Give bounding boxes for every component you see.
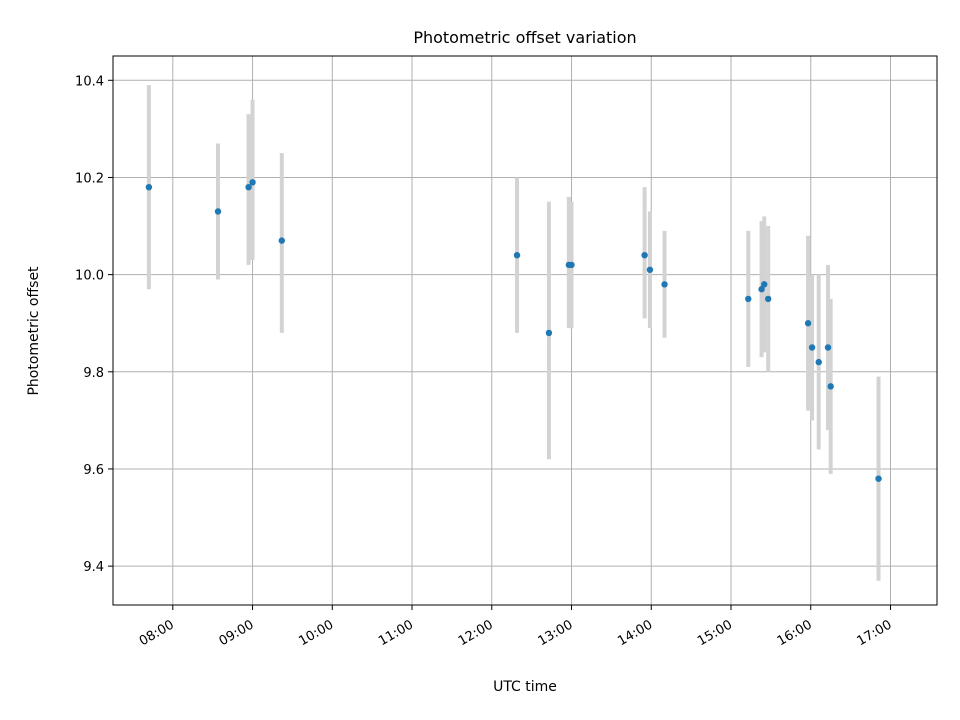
plot-area-frame <box>112 55 938 606</box>
data-point <box>513 251 521 259</box>
data-point <box>815 358 822 366</box>
data-point <box>875 475 882 482</box>
data-points <box>145 179 882 482</box>
y-tick-label: 10.2 <box>75 171 104 186</box>
data-point <box>661 281 668 288</box>
data-point <box>214 208 222 215</box>
y-tick-label: 10.4 <box>75 74 104 89</box>
data-point <box>278 237 285 244</box>
x-tick-label: 14:00 <box>615 617 655 649</box>
x-tick-label: 15:00 <box>695 617 735 649</box>
data-point <box>824 344 832 351</box>
data-point <box>827 383 834 390</box>
data-point <box>145 183 153 191</box>
data-point <box>245 183 252 191</box>
data-point <box>808 344 816 351</box>
y-tick-label: 9.6 <box>83 463 104 478</box>
y-axis-label: Photometric offset <box>26 266 42 396</box>
data-point <box>761 281 768 288</box>
y-tick-label: 9.4 <box>83 560 104 575</box>
x-tick-label: 17:00 <box>855 617 895 649</box>
error-bars <box>146 85 881 581</box>
data-point <box>545 329 553 337</box>
grid <box>113 56 937 605</box>
data-point <box>804 320 812 327</box>
x-axis-label: UTC time <box>493 679 557 695</box>
y-tick-label: 10.0 <box>75 269 104 284</box>
x-tick-label: 12:00 <box>456 617 496 649</box>
x-tick-label: 16:00 <box>775 617 815 649</box>
data-point <box>646 266 654 273</box>
data-point <box>568 261 575 269</box>
x-tick-label: 09:00 <box>217 617 257 649</box>
data-point <box>765 295 772 303</box>
x-tick-label: 10:00 <box>296 617 336 649</box>
y-tick-label: 9.8 <box>83 366 104 381</box>
x-tick-label: 11:00 <box>376 617 416 649</box>
data-point <box>641 251 648 259</box>
data-point <box>758 286 765 293</box>
data-point <box>745 295 752 303</box>
x-tick-label: 13:00 <box>536 617 576 649</box>
chart-title: Photometric offset variation <box>413 28 636 47</box>
ticks: 08:00 09:00 10:00 11:00 12:00 13:00 14:00 15:00… <box>75 74 894 649</box>
x-tick-label: 08:00 <box>137 617 177 649</box>
data-point <box>249 179 256 186</box>
